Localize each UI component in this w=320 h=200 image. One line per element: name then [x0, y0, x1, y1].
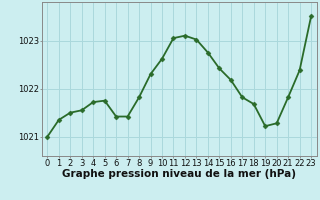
X-axis label: Graphe pression niveau de la mer (hPa): Graphe pression niveau de la mer (hPa) [62, 169, 296, 179]
